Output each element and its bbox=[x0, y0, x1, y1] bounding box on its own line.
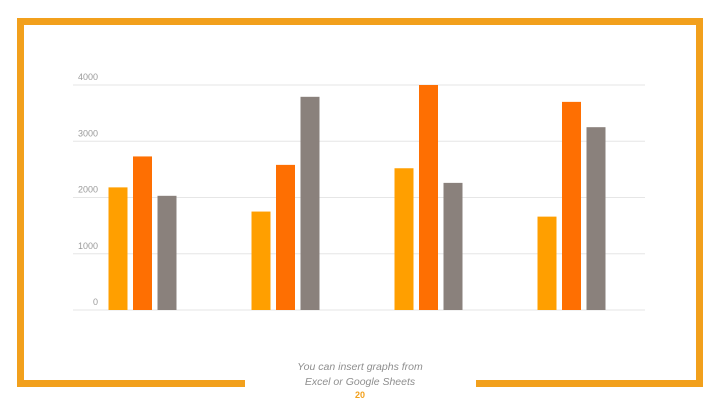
bar-series2-group1 bbox=[133, 156, 152, 310]
caption-line-2: Excel or Google Sheets bbox=[304, 376, 416, 388]
bar-series1-group2 bbox=[251, 211, 271, 310]
bar-series2-group2 bbox=[276, 164, 295, 310]
bar-series1-group1 bbox=[108, 187, 128, 310]
bar-series3-group4 bbox=[586, 127, 606, 310]
bar-series3-group2 bbox=[300, 96, 320, 310]
bar-series3-group3 bbox=[443, 182, 463, 310]
page-number: 20 bbox=[354, 390, 365, 400]
bar-series3-group1 bbox=[157, 195, 177, 310]
frame-bottom-right-border bbox=[476, 380, 703, 387]
y-tick-label: 3000 bbox=[78, 128, 98, 138]
y-tick-label: 4000 bbox=[78, 72, 98, 82]
bar-series1-group4 bbox=[537, 216, 557, 310]
caption-line-1: You can insert graphs from bbox=[297, 361, 423, 373]
frame-left-border bbox=[17, 18, 24, 387]
y-tick-label: 1000 bbox=[78, 241, 98, 251]
frame-top-border bbox=[17, 18, 703, 25]
slide-caption: You can insert graphs from Excel or Goog… bbox=[250, 360, 470, 390]
frame-right-border bbox=[696, 18, 703, 387]
y-tick-label: 0 bbox=[93, 297, 98, 307]
bar-series2-group4 bbox=[562, 101, 581, 310]
frame-bottom-left-border bbox=[17, 380, 245, 387]
bar-series2-group3 bbox=[419, 85, 438, 310]
bar-series1-group3 bbox=[394, 168, 414, 310]
y-tick-label: 2000 bbox=[78, 185, 98, 195]
